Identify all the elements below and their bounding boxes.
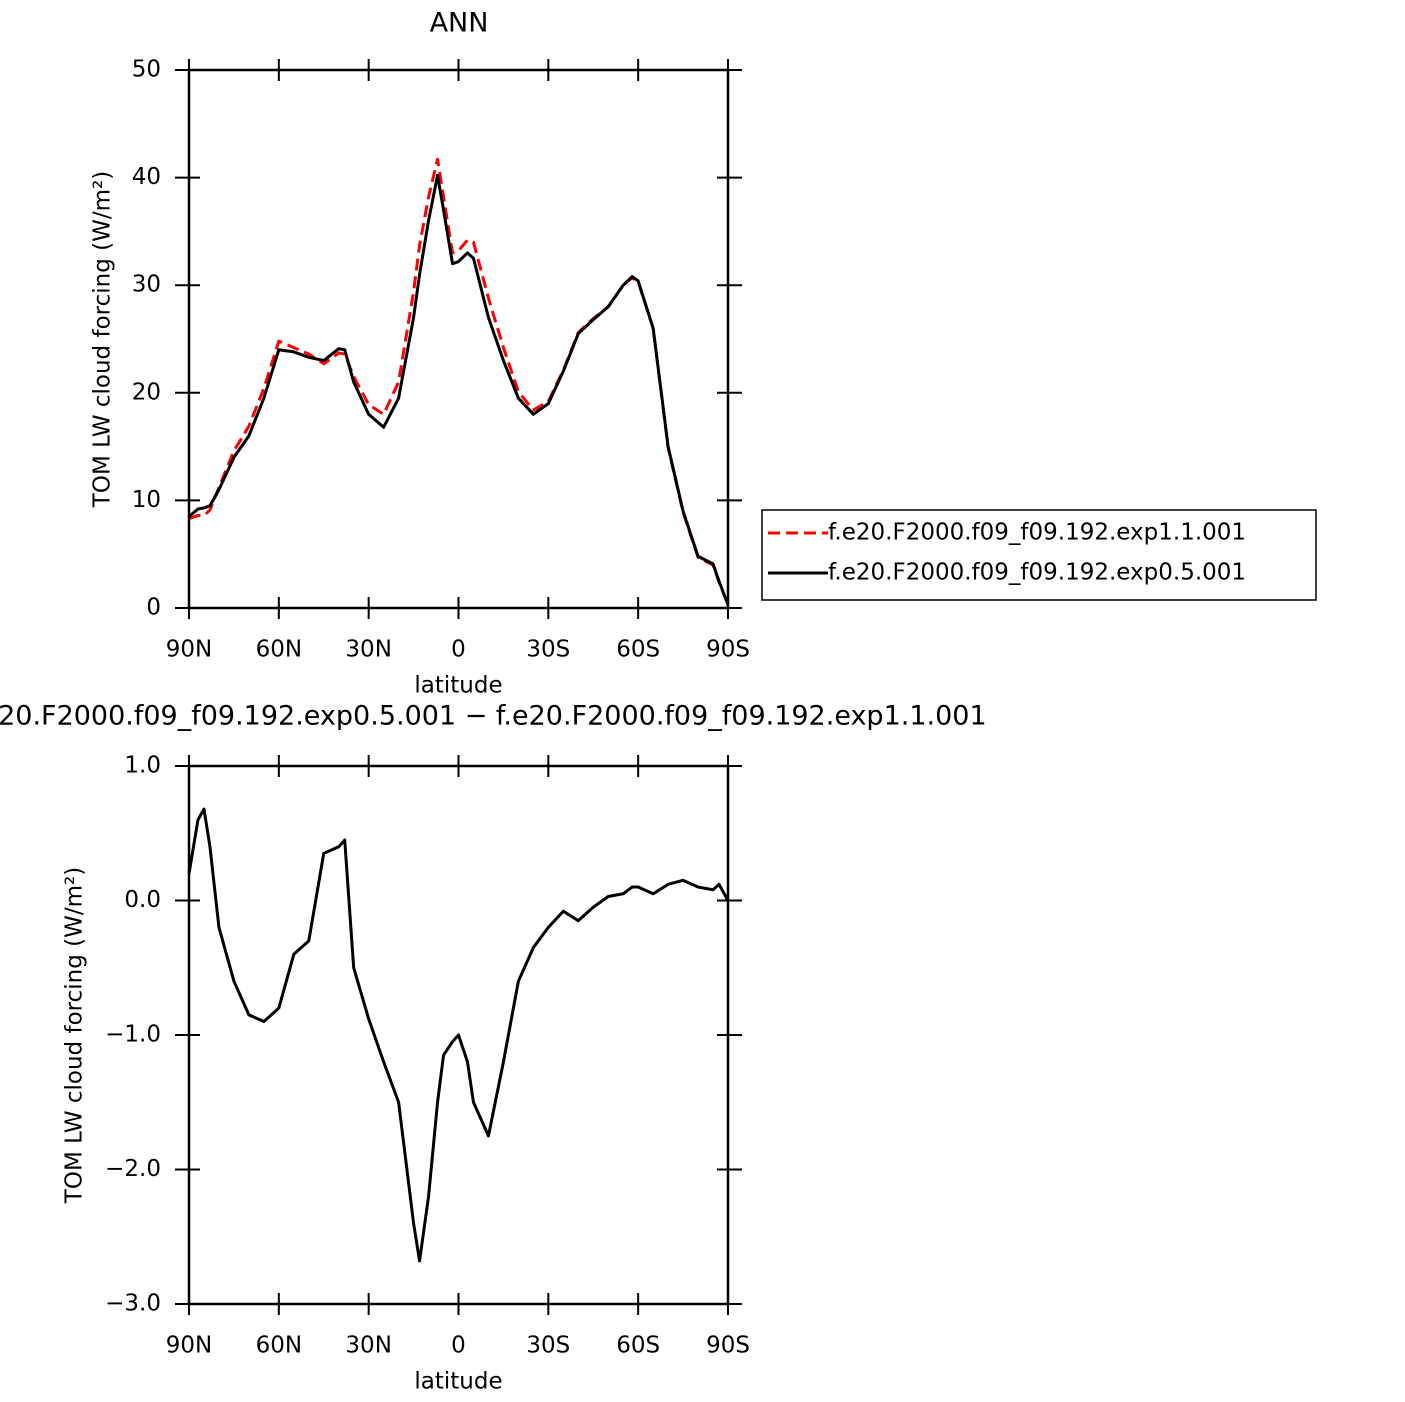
chart-title: f.e20.F2000.f09_f09.192.exp0.5.001 − f.e…: [0, 701, 987, 732]
x-tick-label: 30S: [526, 637, 570, 663]
data-line: [187, 807, 730, 1263]
y-tick-label: 20: [132, 379, 161, 405]
x-tick-label: 60S: [616, 1333, 660, 1359]
y-tick-label: 50: [132, 57, 161, 83]
y-tick-label: 1.0: [124, 753, 161, 779]
plot-frame: [187, 68, 730, 610]
x-tick-label: 90S: [706, 1333, 750, 1359]
y-tick-label: 10: [132, 487, 161, 513]
y-tick-label: 40: [132, 164, 161, 190]
legend-label: f.e20.F2000.f09_f09.192.exp0.5.001: [828, 560, 1246, 586]
x-tick-label: 60N: [256, 1333, 302, 1359]
plot-frame: [187, 764, 730, 1306]
y-tick-label: −1.0: [105, 1022, 161, 1048]
x-tick-label: 30N: [345, 1333, 391, 1359]
y-tick-label: 30: [132, 272, 161, 298]
data-line: [188, 173, 730, 606]
y-tick-label: 0: [146, 595, 161, 621]
x-axis-label: latitude: [414, 1369, 502, 1395]
x-tick-label: 30S: [526, 1333, 570, 1359]
chart-title: ANN: [430, 8, 489, 39]
x-tick-label: 0: [451, 637, 466, 663]
y-tick-label: −2.0: [105, 1156, 161, 1182]
x-tick-label: 30N: [345, 637, 391, 663]
data-line: [188, 157, 730, 606]
legend-label: f.e20.F2000.f09_f09.192.exp1.1.001: [828, 520, 1246, 546]
x-tick-label: 90S: [706, 637, 750, 663]
y-tick-label: −3.0: [105, 1291, 161, 1317]
legend-box: [761, 509, 1317, 601]
x-tick-label: 60N: [256, 637, 302, 663]
y-tick-label: 0.0: [124, 887, 161, 913]
x-tick-label: 60S: [616, 637, 660, 663]
x-tick-label: 90N: [166, 637, 212, 663]
x-tick-label: 0: [451, 1333, 466, 1359]
y-axis-label: TOM LW cloud forcing (W/m²): [90, 171, 116, 508]
x-axis-label: latitude: [414, 673, 502, 699]
y-axis-label: TOM LW cloud forcing (W/m²): [62, 867, 88, 1204]
x-tick-label: 90N: [166, 1333, 212, 1359]
